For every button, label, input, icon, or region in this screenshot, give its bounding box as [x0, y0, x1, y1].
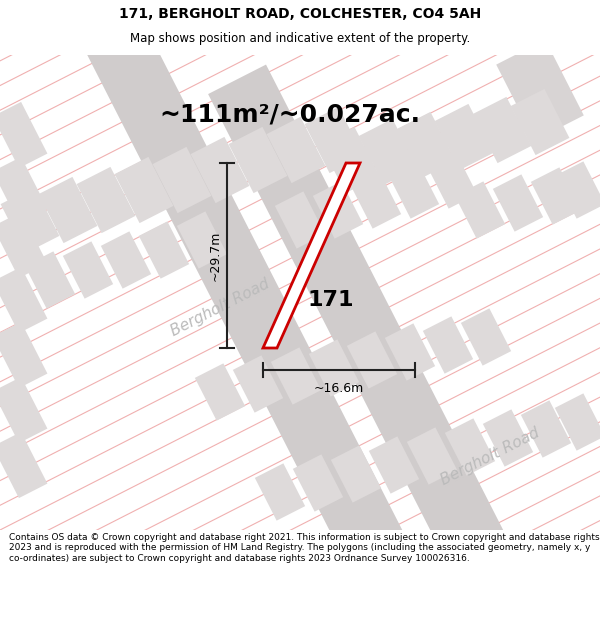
- Polygon shape: [208, 64, 600, 625]
- Polygon shape: [407, 428, 457, 484]
- Polygon shape: [331, 446, 381, 503]
- Polygon shape: [313, 181, 363, 239]
- Polygon shape: [0, 157, 47, 223]
- Polygon shape: [309, 339, 359, 397]
- Text: Map shows position and indicative extent of the property.: Map shows position and indicative extent…: [130, 32, 470, 45]
- Polygon shape: [555, 393, 600, 451]
- Polygon shape: [293, 454, 343, 512]
- Polygon shape: [427, 151, 477, 209]
- Polygon shape: [483, 409, 533, 467]
- Polygon shape: [0, 102, 47, 168]
- Polygon shape: [263, 163, 360, 348]
- Polygon shape: [389, 161, 439, 219]
- Polygon shape: [115, 157, 173, 223]
- Polygon shape: [369, 436, 419, 494]
- Text: 171: 171: [308, 290, 355, 310]
- Polygon shape: [423, 316, 473, 374]
- Text: Bergholt Road: Bergholt Road: [168, 277, 272, 339]
- Polygon shape: [445, 418, 495, 476]
- Polygon shape: [0, 377, 47, 443]
- Polygon shape: [0, 432, 47, 498]
- Polygon shape: [48, 0, 492, 625]
- Polygon shape: [229, 127, 287, 193]
- Polygon shape: [521, 401, 571, 458]
- Polygon shape: [139, 221, 189, 279]
- Polygon shape: [266, 117, 325, 183]
- Polygon shape: [555, 161, 600, 219]
- Polygon shape: [455, 181, 505, 239]
- Polygon shape: [271, 348, 321, 404]
- Polygon shape: [77, 167, 136, 233]
- Polygon shape: [531, 168, 581, 224]
- Polygon shape: [0, 267, 47, 333]
- Polygon shape: [359, 119, 418, 185]
- Text: ~29.7m: ~29.7m: [209, 230, 222, 281]
- Polygon shape: [496, 39, 584, 141]
- Polygon shape: [320, 127, 379, 193]
- Polygon shape: [191, 137, 250, 203]
- Polygon shape: [0, 212, 47, 278]
- Polygon shape: [177, 211, 227, 269]
- Text: Bergholt Road: Bergholt Road: [438, 426, 542, 488]
- Polygon shape: [305, 107, 364, 173]
- Polygon shape: [511, 89, 569, 155]
- Polygon shape: [233, 356, 283, 412]
- Polygon shape: [1, 187, 59, 253]
- Polygon shape: [385, 323, 435, 381]
- Polygon shape: [195, 363, 245, 421]
- Text: ~111m²/~0.027ac.: ~111m²/~0.027ac.: [160, 103, 421, 127]
- Polygon shape: [101, 231, 151, 289]
- Polygon shape: [434, 104, 493, 170]
- Text: Contains OS data © Crown copyright and database right 2021. This information is : Contains OS data © Crown copyright and d…: [9, 533, 599, 562]
- Text: 171, BERGHOLT ROAD, COLCHESTER, CO4 5AH: 171, BERGHOLT ROAD, COLCHESTER, CO4 5AH: [119, 7, 481, 21]
- Polygon shape: [347, 331, 397, 389]
- Text: ~16.6m: ~16.6m: [314, 382, 364, 395]
- Polygon shape: [397, 112, 455, 178]
- Polygon shape: [25, 251, 75, 309]
- Polygon shape: [351, 171, 401, 229]
- Polygon shape: [0, 322, 47, 388]
- Polygon shape: [461, 308, 511, 366]
- Polygon shape: [152, 147, 211, 213]
- Polygon shape: [473, 97, 532, 163]
- Polygon shape: [255, 463, 305, 521]
- Polygon shape: [63, 241, 113, 299]
- Polygon shape: [493, 174, 543, 232]
- Polygon shape: [38, 177, 97, 243]
- Polygon shape: [275, 191, 325, 249]
